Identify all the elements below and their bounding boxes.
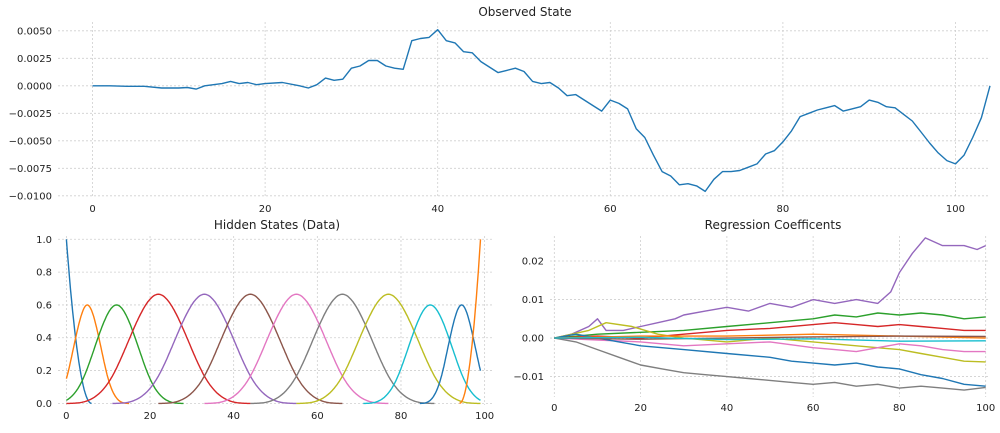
hidden-xtick-5: 100 <box>475 411 494 422</box>
observed-ytick-5: 0.0025 <box>17 54 52 65</box>
coef-xtick-2: 40 <box>720 403 733 414</box>
hidden-xtick-3: 60 <box>311 411 324 422</box>
regression-coefficients-title: Regression Coefficents <box>705 218 842 232</box>
coef-series-5 <box>554 333 986 387</box>
hidden-ytick-5: 1.0 <box>36 235 52 246</box>
coef-series-0 <box>554 237 986 339</box>
hidden-ytick-0: 0.0 <box>36 399 52 410</box>
hidden-basis-1 <box>66 304 184 405</box>
hidden-xtick-2: 40 <box>227 411 240 422</box>
observed-xtick-4: 80 <box>777 204 790 215</box>
coef-xtick-5: 100 <box>976 403 995 414</box>
hidden-boundary-left <box>65 239 92 405</box>
coef-xtick-4: 80 <box>893 403 906 414</box>
coef-series-4 <box>554 337 986 353</box>
regression-coefficients-panel: Regression Coefficents 0 20 40 60 80 100 −0.01… <box>513 218 995 414</box>
hidden-ytick-2: 0.4 <box>36 333 52 344</box>
coef-series-1 <box>554 312 986 339</box>
hidden-basis-6 <box>250 293 435 405</box>
coef-series-9 <box>554 336 986 342</box>
hidden-basis-5 <box>204 293 389 405</box>
hidden-ytick-3: 0.6 <box>36 300 52 311</box>
observed-ytick-1: −0.0075 <box>9 164 52 175</box>
coef-ytick-0: −0.01 <box>513 372 544 383</box>
hidden-basis-8 <box>363 304 481 405</box>
coef-series-6 <box>554 337 986 391</box>
hidden-states-title: Hidden States (Data) <box>214 218 340 232</box>
coef-xtick-3: 60 <box>807 403 820 414</box>
hidden-ytick-1: 0.2 <box>36 366 52 377</box>
hidden-basis-4 <box>158 293 343 405</box>
hidden-basis-9 <box>419 304 482 405</box>
hidden-basis-7 <box>296 293 481 405</box>
hidden-basis-3 <box>112 293 297 405</box>
coef-ytick-3: 0.02 <box>522 257 544 268</box>
hidden-xtick-0: 0 <box>63 411 69 422</box>
hidden-boundary-right <box>459 239 482 405</box>
observed-ytick-4: 0.0000 <box>17 81 52 92</box>
hidden-xtick-1: 20 <box>144 411 157 422</box>
observed-ytick-6: 0.0050 <box>17 26 52 37</box>
coef-ytick-2: 0.01 <box>522 295 544 306</box>
hidden-basis-0 <box>65 304 130 405</box>
observed-ytick-2: −0.0050 <box>9 136 52 147</box>
coef-xtick-1: 20 <box>634 403 647 414</box>
coef-ytick-1: 0.00 <box>522 334 544 345</box>
observed-xtick-2: 40 <box>431 204 444 215</box>
observed-xtick-1: 20 <box>259 204 272 215</box>
observed-xtick-0: 0 <box>89 204 95 215</box>
observed-state-title: Observed State <box>478 5 571 19</box>
hidden-basis-2 <box>66 293 251 405</box>
observed-xtick-3: 60 <box>604 204 617 215</box>
coef-series-8 <box>554 335 986 340</box>
coef-xtick-0: 0 <box>551 403 557 414</box>
hidden-states-panel: Hidden States (Data) 0 20 40 60 80 100 0.0 0.2 0… <box>36 218 494 422</box>
observed-state-panel: Observed State 0 20 40 60 80 100 −0.0100 −0.007… <box>9 5 991 215</box>
observed-ytick-0: −0.0100 <box>9 191 52 202</box>
observed-ytick-3: −0.0025 <box>9 109 52 120</box>
observed-series-0 <box>92 29 991 193</box>
observed-xtick-5: 100 <box>946 204 965 215</box>
hidden-xtick-4: 80 <box>395 411 408 422</box>
hidden-ytick-4: 0.8 <box>36 268 52 279</box>
